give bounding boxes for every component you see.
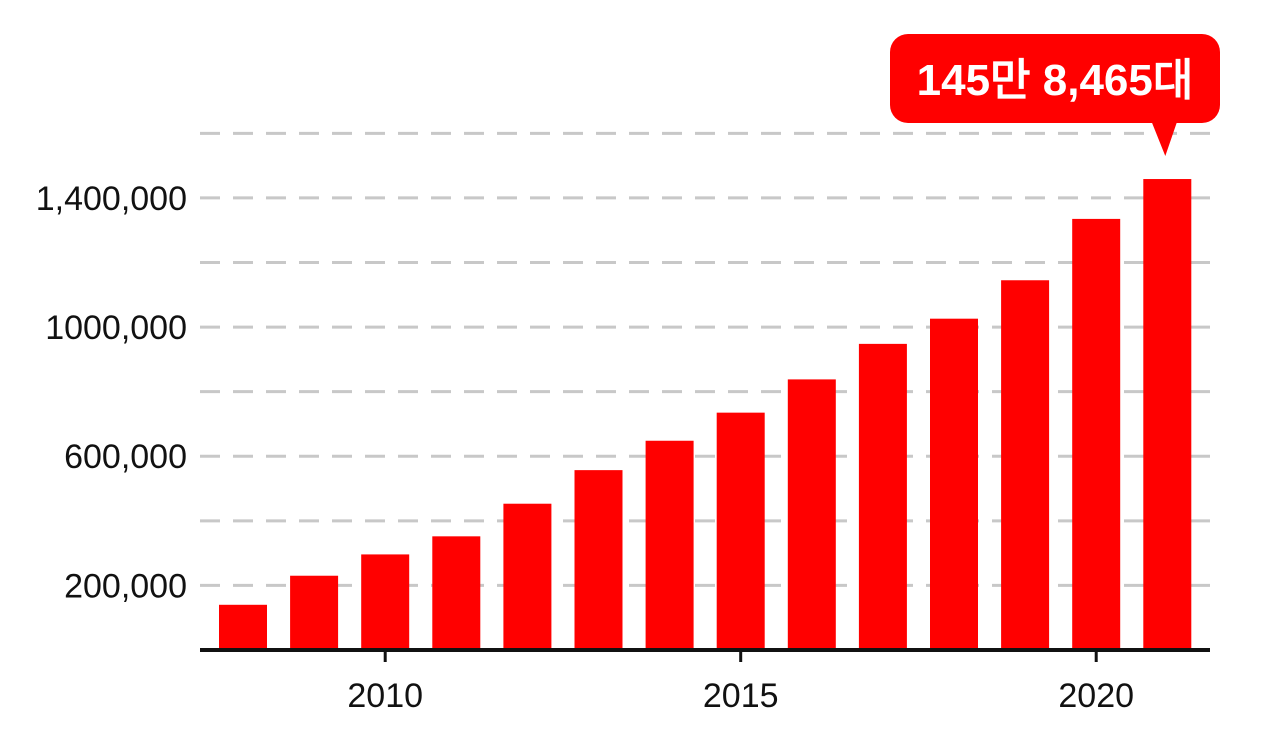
bar-2010 xyxy=(361,554,410,650)
bar-2015 xyxy=(716,412,765,650)
y-tick-label: 1000,000 xyxy=(45,309,187,347)
callout-label: 145만 8,465대 xyxy=(917,56,1194,105)
gridlines xyxy=(200,131,1210,587)
callout-pointer xyxy=(1151,121,1178,156)
bar-2009 xyxy=(290,575,339,650)
x-tick-label: 2010 xyxy=(347,677,423,715)
bar-2020 xyxy=(1072,218,1121,650)
bar-2018 xyxy=(930,318,978,650)
bar-2016 xyxy=(787,379,836,650)
y-tick-label: 200,000 xyxy=(64,567,187,605)
callout-bubble xyxy=(890,34,1220,123)
y-axis-labels: 200,000 600,000 1000,000 1,400,000 xyxy=(36,180,187,606)
x-tick-label: 2020 xyxy=(1058,677,1134,715)
bar-2019 xyxy=(1001,280,1050,650)
bars xyxy=(219,179,1192,651)
y-tick-label: 600,000 xyxy=(64,438,187,476)
x-tick-label: 2015 xyxy=(703,677,779,715)
bar-2012 xyxy=(503,503,552,650)
bar-2011 xyxy=(432,536,481,650)
bar-2021 xyxy=(1143,179,1192,651)
bar-2013 xyxy=(574,470,623,650)
bar-2017 xyxy=(858,343,907,650)
value-callout: 145만 8,465대 xyxy=(890,34,1220,156)
bar-2008 xyxy=(219,604,267,650)
x-axis xyxy=(200,648,1210,662)
x-axis-labels: 2010 2015 2020 xyxy=(347,677,1134,715)
bar-2014 xyxy=(645,440,694,650)
y-tick-label: 1,400,000 xyxy=(36,180,187,218)
